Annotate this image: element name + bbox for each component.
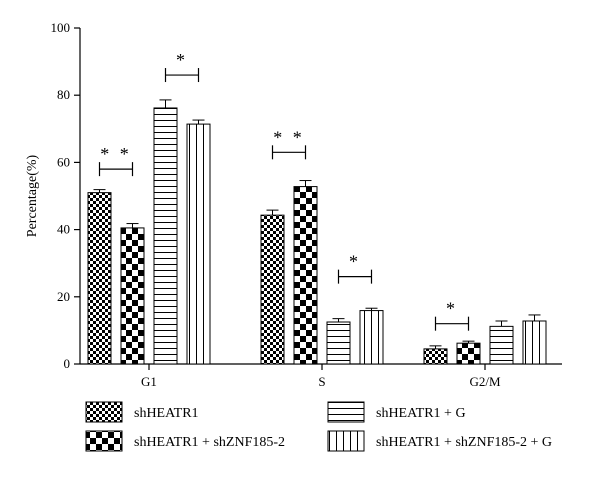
legend-label-3: shHEATR1 + shZNF185-2 + G — [376, 435, 552, 450]
x-tick-label-1: S — [318, 374, 325, 389]
legend-swatch-0 — [85, 401, 123, 423]
axes — [79, 28, 562, 365]
bar-2-3 — [522, 320, 547, 365]
y-tick-label-0: 0 — [64, 356, 71, 371]
y-tick-label-80: 80 — [57, 87, 70, 102]
x-tick-label-2: G2/M — [469, 374, 501, 389]
y-tick-label-40: 40 — [57, 222, 70, 237]
bar-1-0 — [260, 214, 285, 365]
y-tick-label-20: 20 — [57, 289, 70, 304]
bar-0-0 — [87, 192, 112, 365]
legend-swatch-3 — [327, 430, 365, 452]
bar-0-2 — [153, 107, 178, 365]
sig-label-0: * * — [100, 144, 132, 164]
x-tick-label-0: G1 — [141, 374, 157, 389]
significance-marks: * * * * * * * — [98, 50, 470, 331]
legend-swatch-1 — [85, 430, 123, 452]
y-ticks: 0 20 40 60 80 100 — [51, 20, 80, 371]
x-ticks: G1 S G2/M — [141, 364, 501, 389]
bar-1-3 — [359, 310, 384, 365]
sig-label-4: * — [446, 299, 458, 319]
sig-label-3: * — [349, 252, 361, 272]
legend-swatch-2 — [327, 401, 365, 423]
legend-label-2: shHEATR1 + G — [376, 406, 466, 421]
bar-2-0 — [423, 348, 448, 365]
sig-label-2: * * — [273, 127, 305, 147]
y-tick-label-60: 60 — [57, 154, 70, 169]
bar-2-1 — [456, 342, 481, 365]
legend-label-0: shHEATR1 — [134, 406, 199, 421]
bar-0-1 — [120, 227, 145, 365]
bar-2-2 — [489, 325, 514, 365]
legend: shHEATR1 shHEATR1 + shZNF185-2 shHEATR1 + … — [85, 401, 552, 452]
legend-label-1: shHEATR1 + shZNF185-2 — [134, 435, 285, 450]
bars — [87, 99, 547, 365]
sig-label-1: * — [176, 50, 188, 70]
y-tick-label-100: 100 — [51, 20, 71, 35]
bar-0-3 — [186, 123, 211, 365]
bar-1-1 — [293, 186, 318, 365]
bar-1-2 — [326, 321, 351, 365]
y-axis-label: Percentage(%) — [25, 154, 40, 237]
